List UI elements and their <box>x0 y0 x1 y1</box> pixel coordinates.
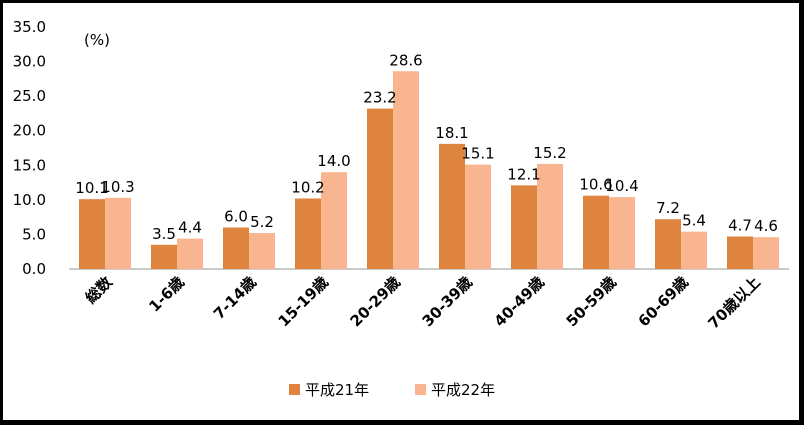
bar-series1 <box>439 143 465 269</box>
bar-series2 <box>321 172 347 269</box>
legend-label: 平成21年 <box>305 381 369 399</box>
y-tick-label: 10.0 <box>13 191 46 209</box>
bar-series2 <box>753 237 779 269</box>
y-tick-label: 20.0 <box>13 122 46 140</box>
data-labels-group: 10.110.3 3.5 4.4 6.0 5.2 10.2 14.0 23.2 28.6 18.1… <box>75 51 778 243</box>
category-label: 30-39歳 <box>419 273 476 330</box>
data-label: 12.1 <box>507 165 540 183</box>
y-tick-label: 30.0 <box>13 53 46 71</box>
category-labels-group: 総数 1-6歳 7-14歳 15-19歳 20-29歳 30-39歳 40-49歳 50-59… <box>82 272 764 332</box>
legend: 平成21年 平成22年 <box>289 381 495 399</box>
data-label: 18.1 <box>435 124 468 142</box>
bar-series1 <box>367 108 393 270</box>
bar-series-group <box>79 71 779 270</box>
y-tick-label: 35.0 <box>13 18 46 36</box>
bar-series2 <box>609 197 635 269</box>
bar-series1 <box>583 195 609 269</box>
data-label: 5.4 <box>682 212 706 230</box>
bar-series1 <box>727 236 753 269</box>
data-label: 10.6 <box>579 176 612 194</box>
data-label: 10.1 <box>75 179 108 197</box>
bar-series2 <box>537 163 563 269</box>
category-label: 総数 <box>82 272 117 307</box>
data-label: 23.2 <box>363 89 396 107</box>
bar-series1 <box>655 219 681 269</box>
category-label: 70歳以上 <box>705 273 764 332</box>
legend-swatch <box>415 384 426 395</box>
bar-series2 <box>105 197 131 269</box>
bar-series1 <box>151 244 177 269</box>
data-label: 4.7 <box>728 217 752 235</box>
y-axis-unit-label: (%) <box>84 31 110 49</box>
y-tick-label: 0.0 <box>22 260 46 278</box>
category-label: 1-6歳 <box>145 273 188 316</box>
data-label: 10.2 <box>291 178 324 196</box>
data-label: 14.0 <box>317 152 350 170</box>
legend-label: 平成22年 <box>431 381 495 399</box>
bar-series1 <box>79 199 105 269</box>
category-label: 7-14歳 <box>210 273 260 323</box>
data-label: 4.6 <box>754 217 778 235</box>
bar-chart: 0.05.010.015.020.025.030.035.0 (%) 10.11… <box>13 18 789 399</box>
bar-series2 <box>249 233 275 269</box>
bar-series1 <box>223 227 249 269</box>
category-label: 60-69歳 <box>635 273 692 330</box>
data-label: 15.2 <box>533 144 566 162</box>
category-label: 15-19歳 <box>275 273 332 330</box>
category-label: 50-59歳 <box>563 273 620 330</box>
legend-swatch <box>289 384 300 395</box>
bar-series2 <box>465 164 491 269</box>
y-tick-label: 15.0 <box>13 156 46 174</box>
category-label: 40-49歳 <box>491 273 548 330</box>
y-axis-tick-labels: 0.0 5.0 10.0 15.0 20.0 25.0 30.0 35.0 <box>13 18 46 278</box>
bar-series1 <box>295 198 321 269</box>
data-label: 5.2 <box>250 213 274 231</box>
data-label: 6.0 <box>224 208 248 226</box>
chart-canvas: 0.0 5.0 10.0 15.0 20.0 25.0 30.0 35.0 (%) 10.1 1… <box>3 3 799 420</box>
data-label: 3.5 <box>152 225 176 243</box>
bar-series2 <box>681 231 707 269</box>
data-label: 15.1 <box>461 145 494 163</box>
data-label: 10.4 <box>605 177 638 195</box>
y-tick-label: 5.0 <box>22 225 46 243</box>
y-tick-label: 25.0 <box>13 87 46 105</box>
bar-series2 <box>177 238 203 269</box>
data-label: 28.6 <box>389 51 422 69</box>
category-label: 20-29歳 <box>347 273 404 330</box>
bar-series2 <box>393 71 419 269</box>
data-label: 10.3 <box>101 178 134 196</box>
data-label: 4.4 <box>178 219 202 237</box>
data-label: 7.2 <box>656 199 680 217</box>
bar-series1 <box>511 185 537 269</box>
